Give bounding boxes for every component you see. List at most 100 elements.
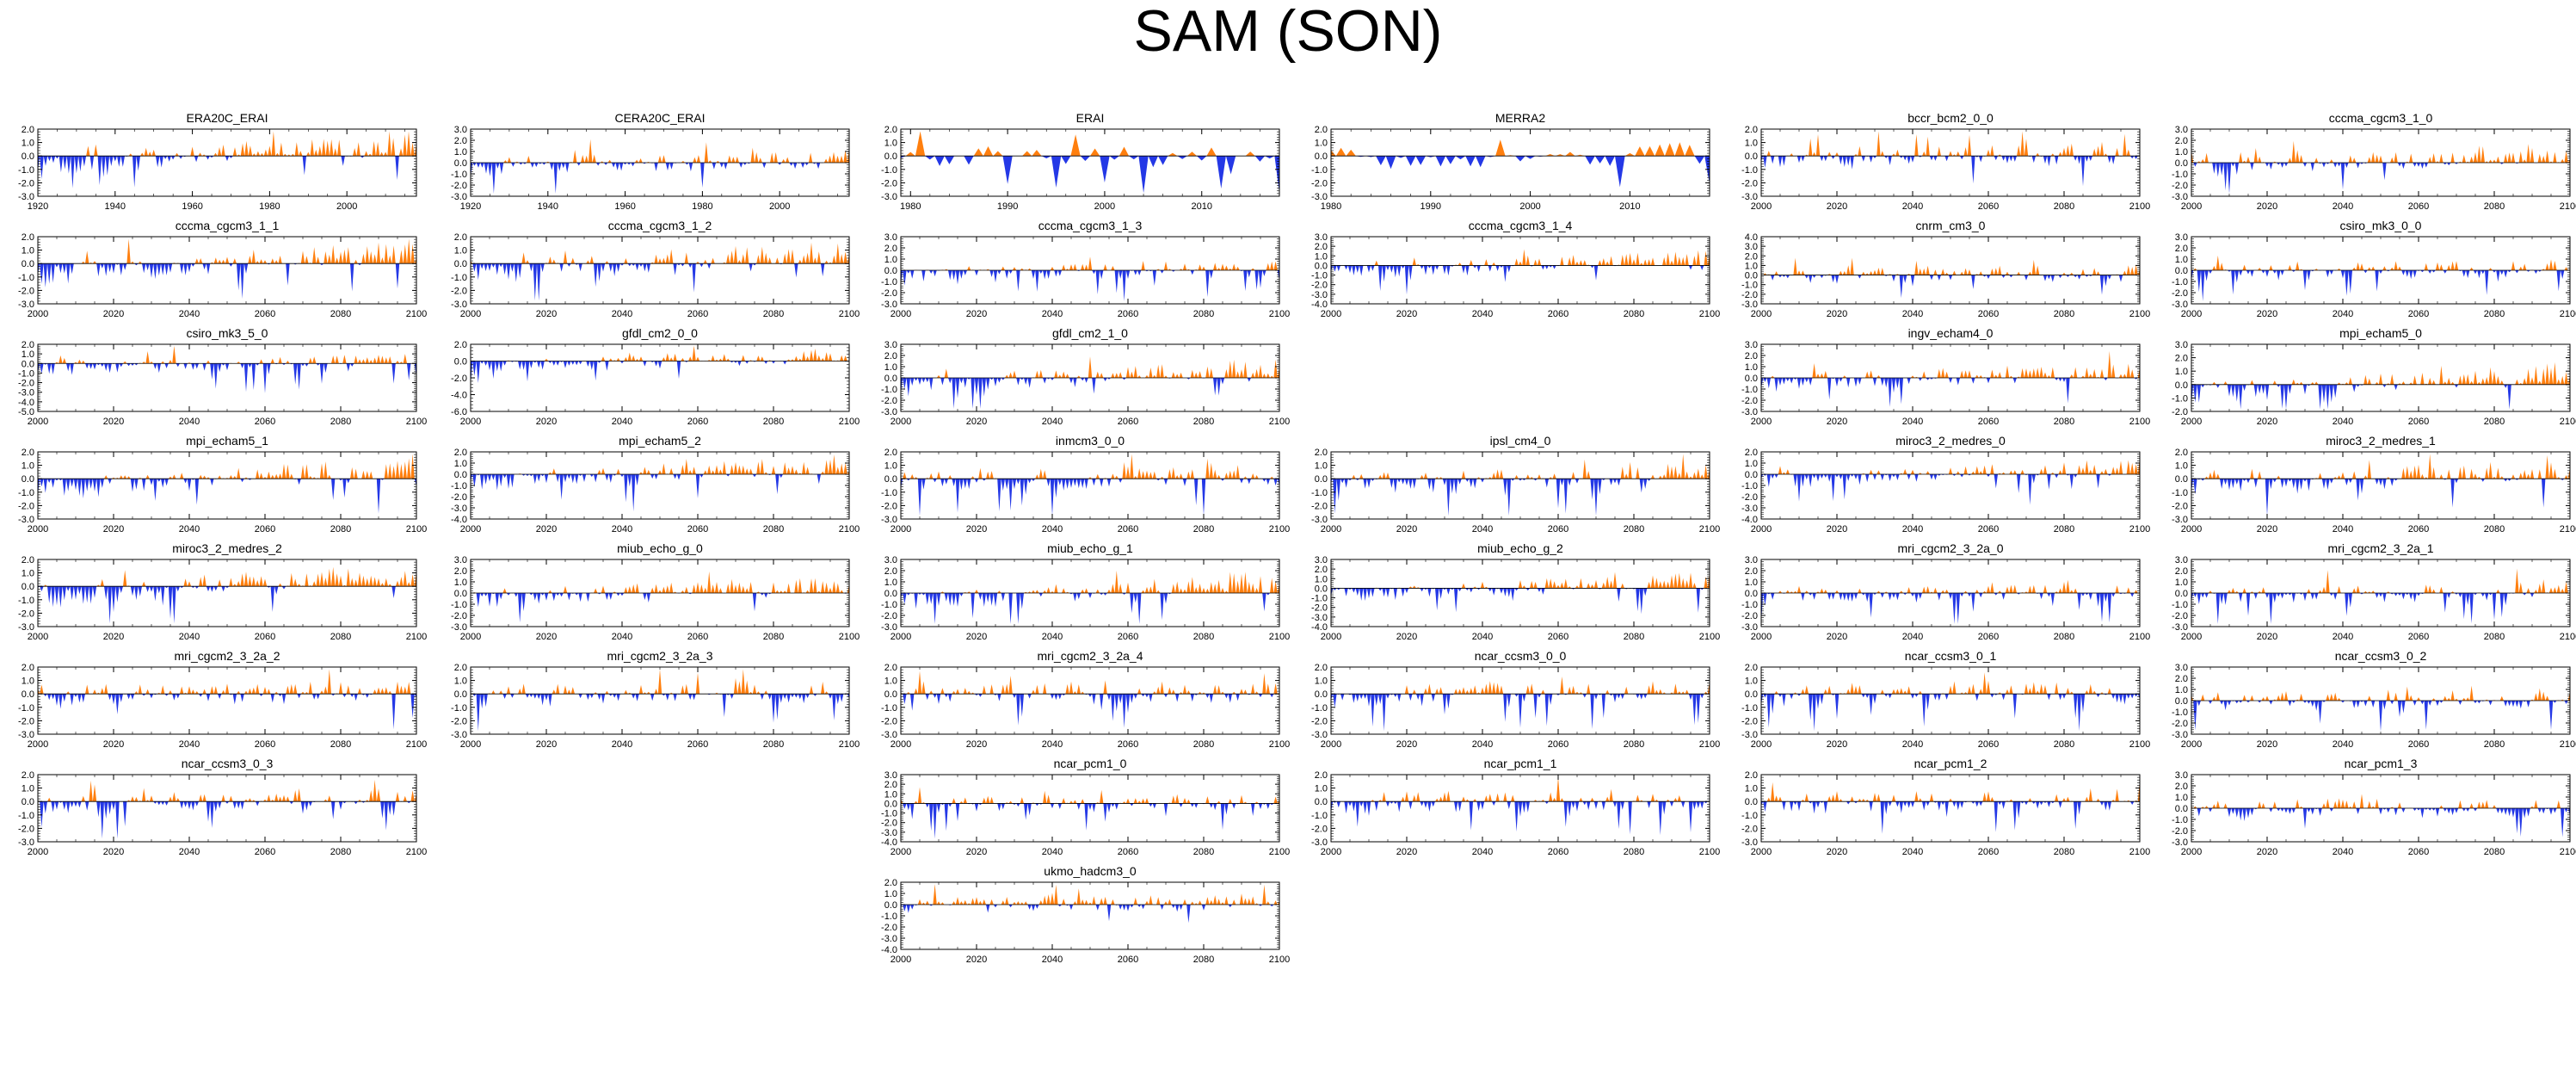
positive-area	[1774, 672, 2111, 695]
panel-miub_echo_g_2: miub_echo_g_2 3.02.01.00.0-1.0-2.0-3.0-4.…	[1311, 541, 1720, 642]
y-tick-label: 1.0	[22, 677, 34, 687]
x-tick-label: 2020	[536, 417, 557, 427]
y-tick-label: 0.0	[1315, 474, 1328, 485]
y-tick-label: -1.0	[1741, 481, 1758, 491]
y-tick-label: -3.0	[1741, 407, 1758, 417]
panel-title: gfdl_cm2_0_0	[622, 326, 698, 340]
x-tick-label: 2020	[1396, 524, 1417, 534]
negative-area	[1761, 694, 2140, 732]
y-tick-label: -3.0	[18, 622, 34, 633]
x-tick-label: 2020	[103, 309, 124, 319]
positive-area	[2212, 361, 2570, 385]
y-tick-label: 2.0	[2175, 244, 2188, 254]
negative-area	[38, 363, 416, 393]
x-tick-label: 2020	[2257, 417, 2277, 427]
x-tick-label: 2060	[687, 524, 708, 534]
y-tick-label: -3.0	[451, 504, 467, 514]
x-tick-label: 2100	[2129, 632, 2150, 642]
y-tick-label: -1.0	[18, 488, 34, 498]
x-tick-label: 2040	[1902, 524, 1923, 534]
y-tick-label: -1.0	[18, 368, 34, 379]
x-tick-label: 2100	[839, 524, 860, 534]
y-tick-label: 1.0	[1745, 362, 1758, 373]
y-tick-label: -2.0	[2172, 181, 2188, 191]
x-tick-label: 2040	[612, 417, 632, 427]
y-tick-label: 1.0	[1745, 261, 1758, 271]
x-tick-label: 2060	[687, 417, 708, 427]
panel-cccma_cgcm3_1_0: cccma_cgcm3_1_03.02.01.00.0-1.0-2.0-3.02…	[2172, 111, 2576, 212]
y-tick-label: 0.0	[454, 259, 467, 269]
x-tick-label: 2020	[2257, 309, 2277, 319]
negative-area	[1761, 156, 2138, 187]
x-tick-label: 1980	[692, 201, 712, 212]
y-tick-label: 2.0	[22, 448, 34, 458]
x-tick-label: 2060	[2408, 632, 2429, 642]
x-tick-label: 1940	[105, 201, 126, 212]
y-tick-label: -2.0	[451, 716, 467, 726]
y-tick-label: -1.0	[451, 703, 467, 714]
negative-area	[38, 263, 400, 300]
y-tick-label: -2.0	[1311, 178, 1328, 188]
y-tick-label: 1.0	[884, 677, 897, 687]
y-tick-label: -3.0	[451, 730, 467, 740]
x-tick-label: 2100	[406, 309, 427, 319]
x-tick-label: 2000	[1321, 739, 1341, 750]
y-tick-label: 3.0	[2175, 663, 2188, 673]
negative-area	[901, 156, 1279, 194]
y-tick-label: 3.0	[884, 340, 897, 350]
y-tick-label: 3.0	[2175, 125, 2188, 135]
x-tick-label: 2020	[2257, 739, 2277, 750]
negative-area	[472, 263, 825, 301]
y-tick-label: 2.0	[1315, 663, 1328, 673]
negative-area	[43, 694, 416, 730]
y-tick-label: -3.0	[451, 300, 467, 310]
x-tick-label: 2100	[2129, 524, 2150, 534]
y-tick-label: 2.0	[454, 448, 467, 458]
y-tick-label: -1.0	[1311, 594, 1328, 604]
x-tick-label: 2000	[891, 739, 911, 750]
y-tick-label: 2.0	[454, 232, 467, 243]
x-tick-label: 2100	[1269, 309, 1290, 319]
positive-area	[2191, 685, 2570, 701]
x-tick-label: 2000	[1321, 632, 1341, 642]
positive-area	[104, 454, 415, 479]
plot-frame	[37, 666, 417, 735]
x-tick-label: 2080	[330, 524, 351, 534]
y-tick-label: -3.0	[18, 388, 34, 399]
y-tick-label: -1.0	[881, 600, 897, 610]
x-tick-label: 2080	[2484, 417, 2505, 427]
y-tick-label: -2.0	[1741, 178, 1758, 188]
x-tick-label: 2080	[1193, 524, 1214, 534]
y-tick-label: 2.0	[884, 125, 897, 135]
x-tick-label: 2000	[460, 739, 481, 750]
y-tick-label: -4.0	[1311, 622, 1328, 633]
y-tick-label: -3.0	[2172, 730, 2188, 740]
positive-area	[1344, 677, 1710, 695]
x-tick-label: 2060	[1978, 201, 1999, 212]
positive-area	[2191, 140, 2570, 163]
y-tick-label: 1.0	[1315, 461, 1328, 472]
x-tick-label: 2040	[179, 417, 200, 427]
y-tick-label: -1.0	[1311, 703, 1328, 714]
panel-title: cccma_cgcm3_1_3	[1038, 219, 1143, 232]
x-tick-label: 2010	[1619, 201, 1640, 212]
negative-area	[1331, 479, 1659, 516]
y-tick-label: -3.0	[881, 622, 897, 633]
x-tick-label: 2080	[1624, 309, 1644, 319]
y-tick-label: -2.0	[881, 716, 897, 726]
plot-frame	[470, 236, 850, 305]
negative-area	[901, 593, 1270, 624]
y-tick-label: -1.0	[451, 273, 467, 283]
panel-mri_cgcm2_3_2a_4: mri_cgcm2_3_2a_4 2.0 1.0 0.0 -1.0 -2.0 -3.0200…	[881, 649, 1290, 750]
x-tick-label: 2000	[460, 632, 481, 642]
x-tick-label: 1940	[538, 201, 558, 212]
x-tick-label: 2060	[687, 632, 708, 642]
y-tick-label: 1.0	[1315, 139, 1328, 149]
y-tick-label: 0.0	[1315, 689, 1328, 700]
positive-area	[1766, 131, 2140, 157]
y-tick-label: -1.0	[18, 703, 34, 714]
x-tick-label: 2080	[1624, 524, 1644, 534]
y-tick-label: 1.0	[22, 349, 34, 360]
x-tick-label: 2100	[2560, 632, 2576, 642]
